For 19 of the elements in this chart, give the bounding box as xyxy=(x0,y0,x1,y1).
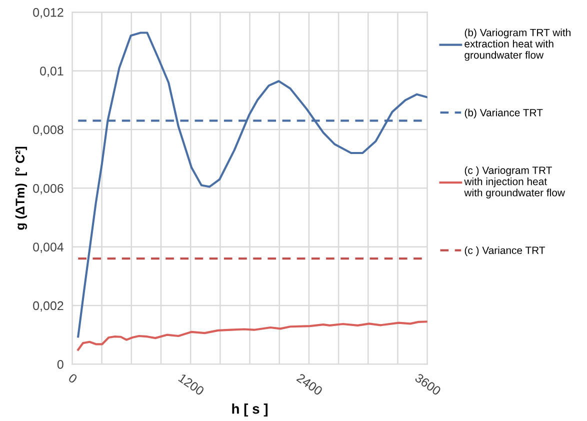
x-tick-label: 2400 xyxy=(296,373,324,396)
x-tick-label: 1200 xyxy=(178,373,205,396)
x-tick-label: 3600 xyxy=(414,373,442,396)
legend-label: (c ) Variogram TRT with injection heat with groundwater flow xyxy=(464,166,565,198)
legend-label: (b) Variance TRT xyxy=(464,108,543,118)
x-tick-label: 0 xyxy=(68,373,78,384)
line-series xyxy=(77,32,428,338)
x-axis-title: h [ s ] xyxy=(232,404,268,416)
legend-label: (b) Variogram TRT with extraction heat with groundwater flow xyxy=(464,28,570,61)
y-axis-title: g (ΔTm) [° C²] xyxy=(15,146,28,230)
line-series xyxy=(77,320,428,351)
y-tick-label: 0,006 xyxy=(33,184,64,194)
y-tick-label: 0,008 xyxy=(33,125,64,136)
y-tick-label: 0,002 xyxy=(33,301,64,312)
y-tick-label: 0,004 xyxy=(33,242,64,253)
y-tick-label: 0 xyxy=(57,360,64,369)
legend-label: (c ) Variance TRT xyxy=(464,246,546,256)
y-tick-label: 0,01 xyxy=(40,66,64,77)
y-tick-label: 0,012 xyxy=(33,8,64,18)
